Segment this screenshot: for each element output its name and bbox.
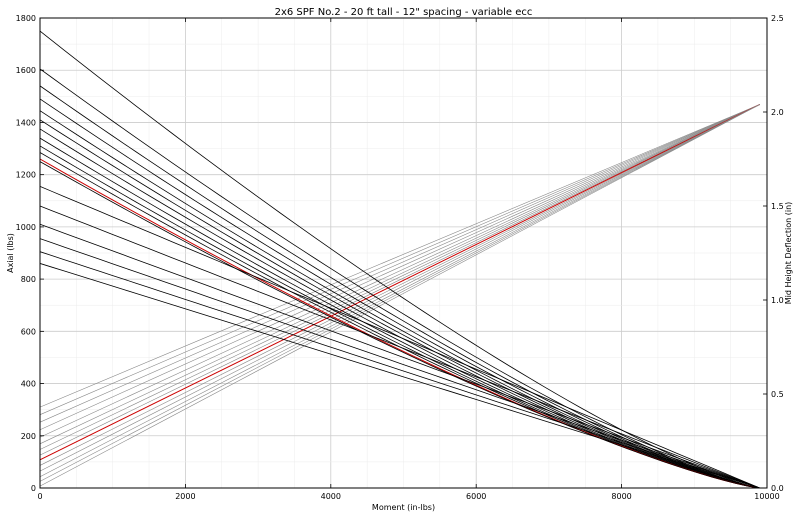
deflection-line xyxy=(39,104,760,408)
y2-axis-label: Mid Height Deflection (in) xyxy=(784,202,793,305)
deflection-line xyxy=(39,104,760,438)
y2-tick-label: 1.5 xyxy=(771,202,784,211)
x-tick-label: 6000 xyxy=(466,492,486,501)
interaction-curve xyxy=(39,30,760,489)
y-axis-label: Axial (lbs) xyxy=(6,233,15,273)
x-axis-label: Moment (in-lbs) xyxy=(372,503,435,512)
y-tick-label: 200 xyxy=(21,432,36,441)
interaction-curve xyxy=(39,238,760,489)
deflection-line xyxy=(39,104,760,477)
series-group xyxy=(39,30,760,489)
deflection-line xyxy=(39,104,760,487)
interaction-curve xyxy=(39,205,760,489)
y-tick-label: 600 xyxy=(21,327,36,336)
plot-frame xyxy=(39,17,768,489)
y2-tick-label: 2.5 xyxy=(771,14,784,23)
chart-title: 2x6 SPF No.2 - 20 ft tall - 12" spacing … xyxy=(275,7,533,18)
deflection-line xyxy=(39,104,760,472)
y-tick-label: 0 xyxy=(31,484,36,493)
deflection-line xyxy=(39,104,760,430)
x-tick-label: 8000 xyxy=(611,492,631,501)
y-tick-label: 1600 xyxy=(16,66,36,75)
y-tick-label: 800 xyxy=(21,275,36,284)
deflection-line xyxy=(39,104,760,415)
interaction-curve xyxy=(39,251,760,489)
deflection-line xyxy=(39,104,760,423)
interaction-curve xyxy=(39,186,760,489)
interaction-curve xyxy=(39,145,760,489)
ticks-group: 0 2000 4000 6000 8000 10000 0 200 400 600 800 1000 1… xyxy=(16,14,784,501)
interaction-curve xyxy=(39,161,760,489)
y-tick-label: 1800 xyxy=(16,14,36,23)
y-tick-label: 1200 xyxy=(16,171,36,180)
interaction-curve xyxy=(39,110,760,489)
deflection-line xyxy=(39,104,760,445)
interaction-curve xyxy=(39,85,760,489)
y-tick-label: 1000 xyxy=(16,223,36,232)
deflection-line xyxy=(39,104,760,456)
interaction-curve xyxy=(39,68,760,489)
x-tick-label: 2000 xyxy=(175,492,195,501)
y2-tick-label: 0.5 xyxy=(771,390,784,399)
y2-tick-label: 2.0 xyxy=(771,108,784,117)
deflection-line xyxy=(39,104,760,466)
x-tick-label: 10000 xyxy=(754,492,779,501)
y-tick-label: 1400 xyxy=(16,118,36,127)
interaction-curve xyxy=(39,263,760,489)
interaction-curve xyxy=(39,128,760,489)
y2-tick-label: 1.0 xyxy=(771,296,784,305)
x-tick-label: 4000 xyxy=(321,492,341,501)
deflection-line xyxy=(39,104,760,482)
interaction-curve xyxy=(39,223,760,489)
deflection-line xyxy=(39,104,760,461)
y-tick-label: 400 xyxy=(21,380,36,389)
x-tick-label: 0 xyxy=(37,492,42,501)
grid xyxy=(39,17,768,489)
interaction-curve xyxy=(39,158,760,489)
y2-tick-label: 0.0 xyxy=(771,484,784,493)
deflection-line xyxy=(39,104,760,450)
